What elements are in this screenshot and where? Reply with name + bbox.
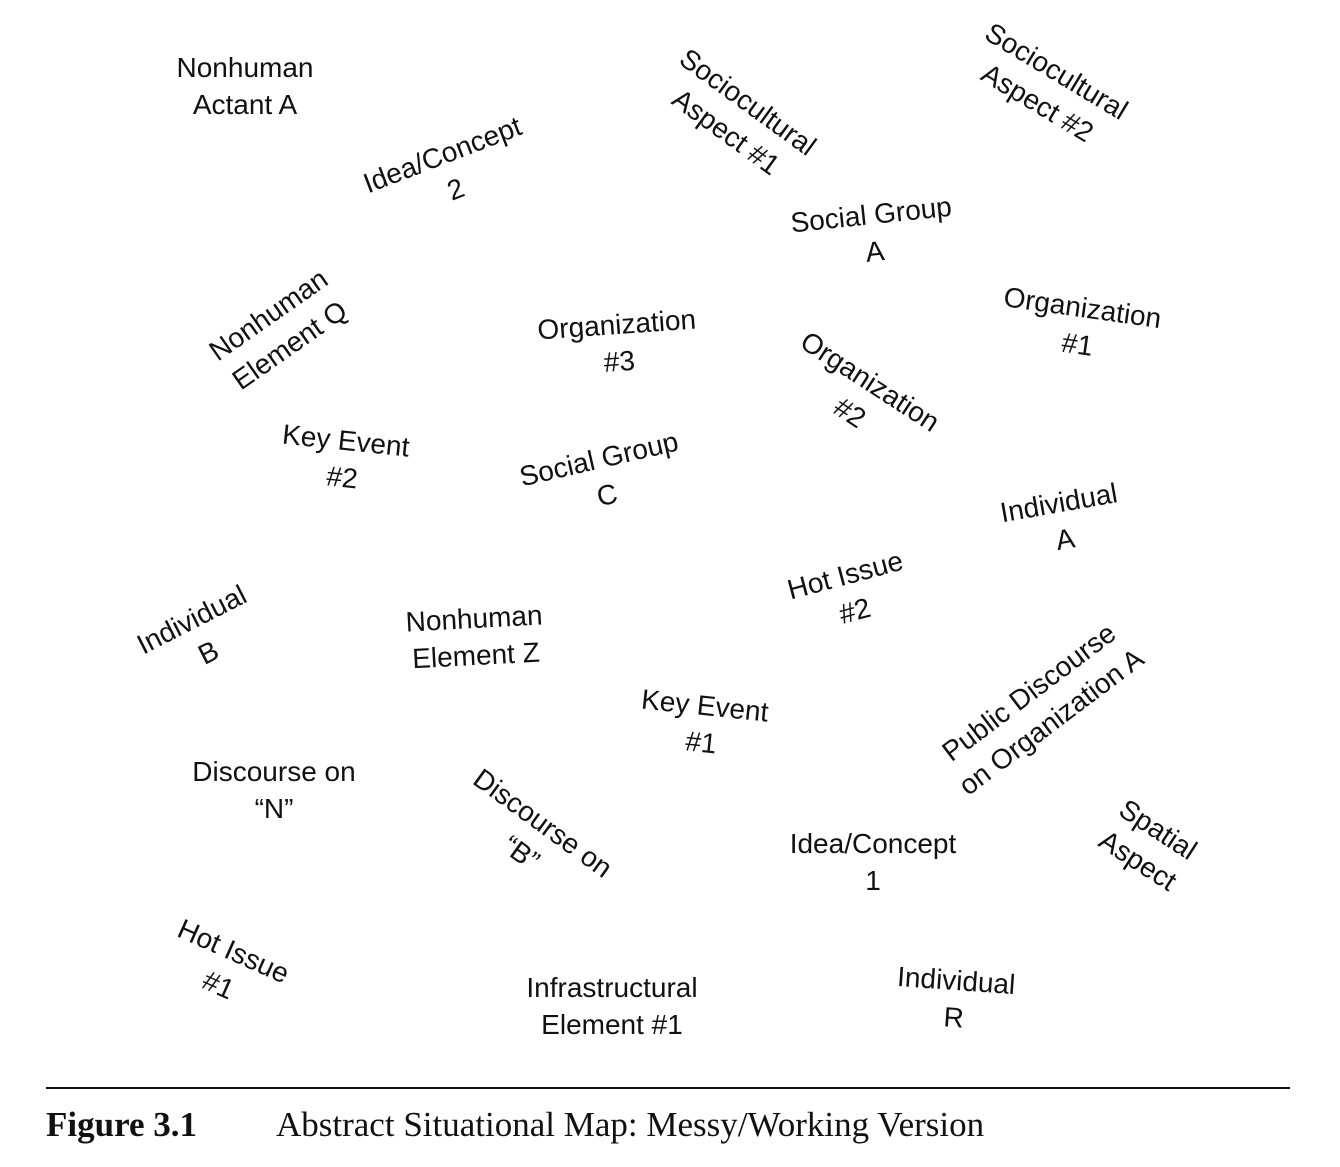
label-key-event-1: Key Event #1 [639,683,771,760]
label-hot-issue-2: Hot Issue #2 [784,544,907,630]
label-individual-b: Individual B [131,578,252,671]
label-discourse-on-n: Discourse on “N” [192,756,356,824]
label-nonhuman-element-q: Nonhuman Element Q [203,262,353,396]
figure-number: Figure 3.1 [46,1105,198,1144]
label-spatial-aspect: Spatial Aspect [1093,793,1203,897]
label-sociocultural-aspect-2: Sociocultural Aspect #2 [976,16,1134,149]
label-organization-2: Organization #2 [795,325,946,438]
label-key-event-2: Key Event #2 [280,418,412,495]
label-organization-1: Organization #1 [1001,281,1164,362]
label-individual-r: Individual R [896,960,1017,1034]
label-individual-a: Individual A [997,477,1120,557]
label-public-discourse-org-a: Public Discourse on Organization A [936,617,1150,802]
label-hot-issue-1: Hot Issue #1 [173,912,294,1006]
figure-title: Abstract Situational Map: Messy/Working … [276,1105,985,1144]
label-idea-concept-1: Idea/Concept 1 [789,828,957,896]
situational-map: Nonhuman Actant A Idea/Concept 2 Sociocu… [131,16,1203,1040]
label-discourse-on-b: Discourse on “B” [467,762,619,884]
label-sociocultural-aspect-1: Sociocultural Aspect #1 [666,42,822,182]
label-infrastructural-element-1: Infrastructural Element #1 [526,972,698,1040]
label-social-group-c: Social Group C [516,425,682,513]
caption-divider [46,1087,1290,1089]
label-organization-3: Organization #3 [536,303,697,379]
figure-caption: Figure 3.1 Abstract Situational Map: Mess… [46,1100,984,1150]
label-nonhuman-element-z: Nonhuman Element Z [404,599,544,675]
label-nonhuman-actant-a: Nonhuman Actant A [176,52,314,120]
